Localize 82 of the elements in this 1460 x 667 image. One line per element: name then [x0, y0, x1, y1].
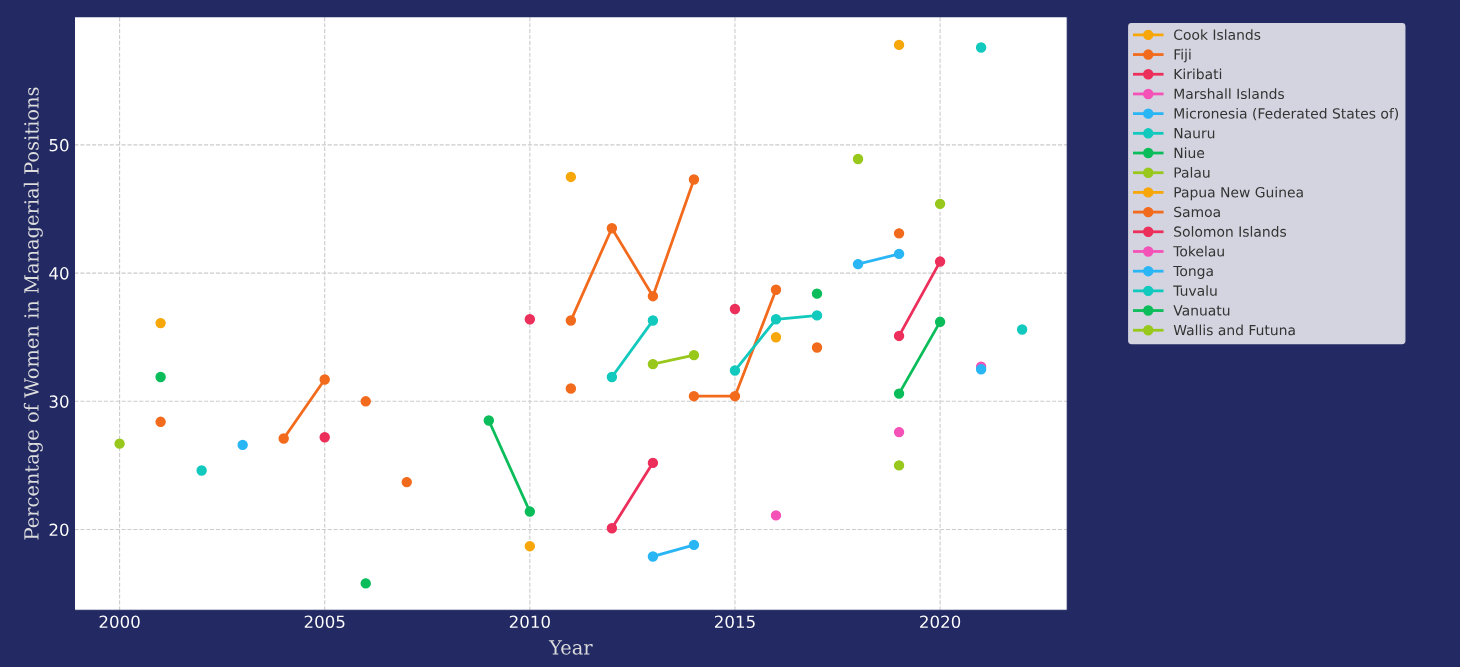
point [647, 551, 659, 562]
x-tick-label: 2010 [509, 615, 550, 629]
point [934, 316, 946, 328]
point [155, 416, 166, 428]
legend-label: Tokelau [1173, 245, 1224, 257]
point [811, 342, 823, 353]
point [811, 288, 823, 299]
point [524, 314, 536, 325]
point [196, 465, 207, 476]
legend-label: Palau [1174, 167, 1210, 178]
point [688, 174, 700, 185]
legend-label: Samoa [1174, 206, 1220, 218]
point [401, 476, 412, 488]
legend-label: Kiribati [1174, 68, 1222, 80]
point [688, 539, 700, 551]
point [155, 317, 166, 329]
point [729, 390, 741, 402]
point [565, 383, 577, 394]
point [155, 371, 166, 383]
point [729, 365, 741, 376]
point [934, 198, 946, 210]
y-tick-label: 20 [49, 523, 69, 537]
point [647, 290, 659, 302]
legend-label: Niue [1174, 147, 1205, 159]
point [647, 315, 659, 326]
point [893, 228, 905, 239]
point [360, 578, 371, 589]
x-tick-label: 2005 [304, 615, 345, 629]
point [565, 171, 577, 183]
point [114, 438, 125, 449]
point [278, 433, 289, 444]
y-tick-label: 40 [49, 267, 69, 280]
x-tick-label: 2015 [714, 615, 755, 629]
point [770, 284, 782, 295]
point [647, 457, 659, 469]
legend-label: Wallis and Futuna [1173, 324, 1295, 336]
point [893, 388, 905, 399]
point [893, 460, 905, 471]
legend-label: Tonga [1173, 265, 1213, 279]
legend-label: Papua New Guinea [1174, 186, 1303, 201]
legend-label: Fiji [1174, 48, 1191, 63]
point [893, 426, 905, 438]
point [893, 330, 905, 342]
point [688, 390, 700, 402]
point [770, 332, 782, 343]
point [483, 415, 495, 426]
point [811, 310, 823, 321]
point [893, 248, 905, 260]
point [688, 349, 700, 361]
point [852, 258, 864, 270]
x-tick-label: 2020 [920, 615, 961, 629]
point [319, 374, 330, 385]
legend-label: Solomon Islands [1174, 226, 1287, 237]
point [237, 439, 248, 451]
x-tick-label: 2000 [99, 615, 140, 629]
point [770, 510, 782, 521]
legend-label: Micronesia (Federated States of) [1174, 107, 1399, 121]
point [852, 153, 864, 165]
point [770, 314, 782, 325]
point [729, 303, 741, 315]
point [606, 523, 618, 534]
legend-label: Cook Islands [1174, 29, 1261, 40]
point [975, 42, 987, 53]
point [606, 223, 618, 234]
point [606, 371, 618, 383]
point [524, 506, 536, 517]
point [893, 39, 905, 51]
y-axis-title: Percentage of Women in Managerial Positions [23, 87, 43, 540]
x-axis-title: Year [548, 640, 593, 655]
legend-label: Nauru [1174, 128, 1215, 139]
point [565, 315, 577, 326]
legend-label: Tuvalu [1173, 285, 1217, 296]
point [319, 432, 330, 443]
point [647, 358, 659, 370]
y-tick-label: 30 [49, 395, 69, 408]
legend-label: Vanuatu [1173, 305, 1230, 316]
point [1016, 324, 1028, 335]
y-tick-label: 50 [49, 138, 69, 152]
point [360, 396, 371, 407]
legend-label: Marshall Islands [1174, 88, 1285, 99]
point [524, 541, 536, 552]
point [934, 256, 946, 267]
